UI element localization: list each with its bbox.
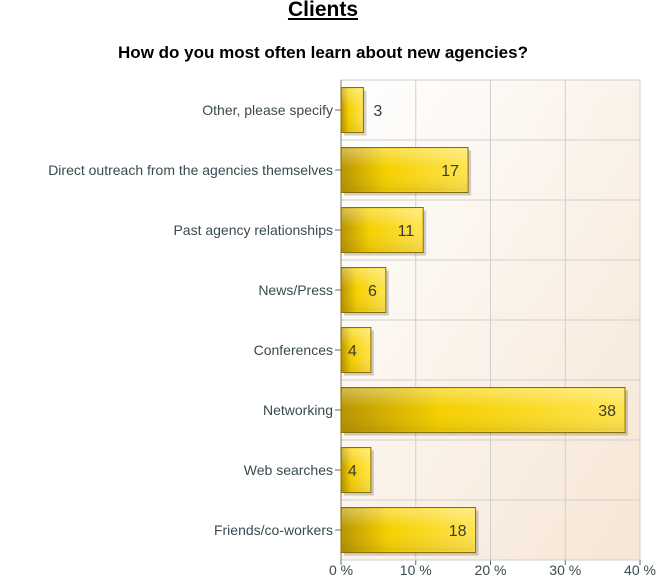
bar-value-label: 18 <box>449 523 467 540</box>
x-tick-label: 40 % <box>624 562 656 576</box>
category-label: Networking <box>263 402 333 418</box>
x-tick-label: 30 % <box>549 562 581 576</box>
category-label: Web searches <box>244 462 333 478</box>
bar-value-label: 6 <box>368 283 377 300</box>
category-label: Other, please specify <box>202 102 333 118</box>
category-label: Direct outreach from the agencies themse… <box>48 162 333 178</box>
category-label: Conferences <box>254 342 333 358</box>
category-label: News/Press <box>258 282 333 298</box>
bar-value-label: 4 <box>348 343 357 360</box>
page-title: Clients <box>287 0 358 21</box>
bar-highlight <box>342 448 370 492</box>
x-tick-label: 0 % <box>329 562 353 576</box>
bar-value-label: 38 <box>598 403 616 420</box>
bar-highlight <box>342 88 363 132</box>
x-tick-label: 20 % <box>475 562 507 576</box>
chart-title: How do you most often learn about new ag… <box>118 43 528 62</box>
category-label: Friends/co-workers <box>214 522 333 538</box>
bar-highlight <box>342 208 423 252</box>
bar-highlight <box>342 148 468 192</box>
x-tick-label: 10 % <box>400 562 432 576</box>
bar-value-label: 11 <box>398 223 415 240</box>
bar-highlight <box>342 328 370 372</box>
category-label: Past agency relationships <box>173 222 333 238</box>
bar-highlight <box>342 268 385 312</box>
bar-highlight <box>342 388 625 432</box>
bar-value-label: 17 <box>441 163 459 180</box>
bar-value-label: 3 <box>373 103 382 120</box>
bar-value-label: 4 <box>348 463 357 480</box>
bar-highlight <box>342 508 475 552</box>
